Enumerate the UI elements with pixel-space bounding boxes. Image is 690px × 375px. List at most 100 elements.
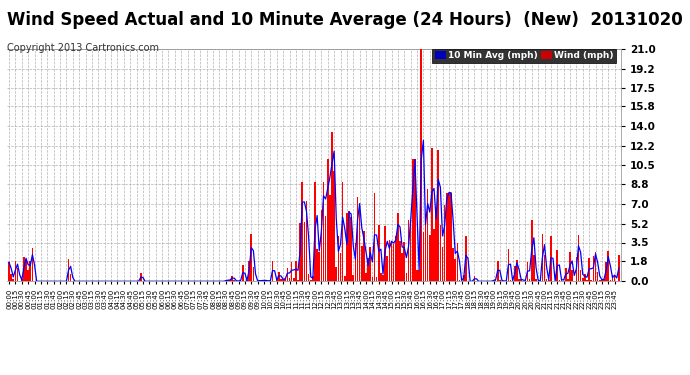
- Bar: [231, 276, 233, 281]
- Bar: [282, 279, 284, 281]
- Bar: [365, 273, 367, 281]
- Bar: [593, 256, 594, 281]
- Bar: [30, 261, 31, 281]
- Bar: [446, 193, 448, 281]
- Bar: [473, 276, 475, 281]
- Bar: [435, 209, 437, 281]
- Bar: [318, 252, 320, 281]
- Bar: [529, 279, 531, 281]
- Bar: [333, 171, 335, 281]
- Bar: [286, 268, 288, 281]
- Bar: [293, 278, 295, 281]
- Bar: [465, 236, 466, 281]
- Bar: [601, 279, 603, 281]
- Bar: [342, 182, 344, 281]
- Bar: [599, 280, 600, 281]
- Bar: [304, 222, 305, 281]
- Bar: [609, 280, 611, 281]
- Bar: [457, 243, 458, 281]
- Bar: [437, 150, 439, 281]
- Bar: [297, 280, 299, 281]
- Bar: [248, 261, 250, 281]
- Bar: [388, 240, 391, 281]
- Bar: [323, 182, 324, 281]
- Bar: [605, 262, 607, 281]
- Bar: [17, 268, 19, 281]
- Bar: [510, 280, 511, 281]
- Bar: [302, 182, 303, 281]
- Bar: [412, 159, 413, 281]
- Bar: [495, 280, 497, 281]
- Bar: [567, 279, 569, 281]
- Bar: [8, 262, 10, 281]
- Bar: [422, 232, 424, 281]
- Bar: [524, 280, 526, 281]
- Bar: [499, 280, 501, 281]
- Bar: [561, 279, 562, 281]
- Bar: [586, 280, 588, 281]
- Bar: [240, 280, 241, 281]
- Bar: [316, 249, 318, 281]
- Bar: [463, 274, 464, 281]
- Bar: [386, 256, 388, 281]
- Bar: [410, 221, 411, 281]
- Bar: [246, 280, 248, 281]
- Bar: [272, 261, 273, 281]
- Bar: [276, 279, 277, 281]
- Bar: [399, 241, 401, 281]
- Bar: [546, 279, 547, 281]
- Bar: [516, 260, 518, 281]
- Bar: [261, 280, 263, 281]
- Bar: [395, 236, 397, 281]
- Bar: [563, 280, 564, 281]
- Bar: [556, 250, 558, 281]
- Bar: [452, 248, 454, 281]
- Bar: [589, 258, 590, 281]
- Bar: [571, 270, 573, 281]
- Bar: [321, 210, 322, 281]
- Bar: [493, 280, 494, 281]
- Bar: [306, 201, 307, 281]
- Bar: [270, 280, 271, 281]
- Bar: [450, 193, 452, 281]
- Bar: [397, 213, 399, 281]
- Bar: [614, 275, 615, 281]
- Bar: [542, 234, 543, 281]
- Bar: [526, 262, 529, 281]
- Bar: [376, 278, 377, 281]
- Bar: [140, 273, 141, 281]
- Bar: [550, 236, 552, 281]
- Bar: [404, 242, 405, 281]
- Bar: [295, 261, 297, 281]
- Bar: [253, 267, 254, 281]
- Legend: 10 Min Avg (mph), Wind (mph): 10 Min Avg (mph), Wind (mph): [432, 49, 616, 63]
- Bar: [280, 279, 282, 281]
- Bar: [327, 159, 328, 281]
- Bar: [424, 218, 426, 281]
- Bar: [14, 261, 17, 281]
- Bar: [418, 270, 420, 281]
- Bar: [380, 273, 382, 281]
- Bar: [233, 280, 235, 281]
- Bar: [337, 236, 339, 281]
- Bar: [263, 280, 265, 281]
- Text: Copyright 2013 Cartronics.com: Copyright 2013 Cartronics.com: [7, 43, 159, 53]
- Bar: [427, 189, 428, 281]
- Bar: [351, 217, 352, 281]
- Bar: [508, 249, 509, 281]
- Bar: [344, 276, 346, 281]
- Bar: [23, 257, 25, 281]
- Bar: [391, 242, 393, 281]
- Bar: [414, 159, 416, 281]
- Bar: [21, 279, 23, 281]
- Bar: [497, 261, 499, 281]
- Bar: [371, 277, 373, 281]
- Bar: [325, 216, 326, 281]
- Bar: [618, 255, 620, 281]
- Bar: [575, 257, 578, 281]
- Bar: [12, 279, 14, 281]
- Bar: [353, 275, 354, 281]
- Bar: [520, 279, 522, 281]
- Bar: [535, 279, 537, 281]
- Bar: [578, 235, 580, 281]
